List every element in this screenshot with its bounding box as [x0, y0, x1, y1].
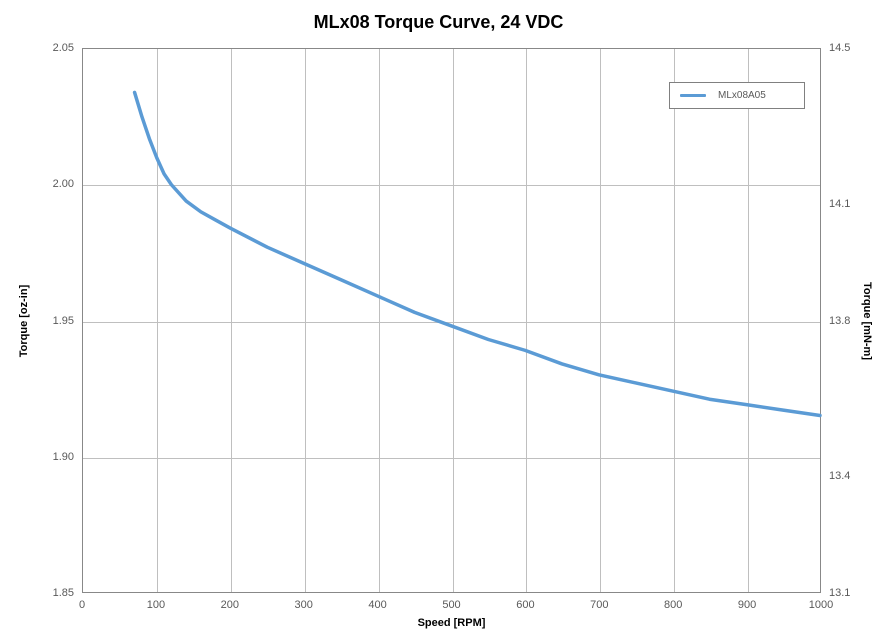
x-tick-label: 0 — [79, 599, 85, 611]
x-tick-label: 300 — [295, 599, 313, 611]
y-right-tick-label: 13.8 — [829, 315, 850, 327]
chart-series-svg — [83, 49, 820, 592]
y-axis-left-label: Torque [oz-in] — [18, 284, 30, 357]
y-left-tick-label: 2.05 — [53, 42, 74, 54]
y-right-tick-label: 14.5 — [829, 42, 850, 54]
x-tick-label: 200 — [221, 599, 239, 611]
y-left-tick-label: 2.00 — [53, 178, 74, 190]
y-left-tick-label: 1.85 — [53, 587, 74, 599]
plot-area: MLx08A05 — [82, 48, 821, 593]
legend-label: MLx08A05 — [718, 90, 766, 101]
legend-swatch — [680, 94, 706, 97]
x-tick-label: 500 — [442, 599, 460, 611]
y-axis-right-label: Torque [mN-m] — [861, 281, 873, 359]
x-tick-label: 800 — [664, 599, 682, 611]
y-right-tick-label: 14.1 — [829, 198, 850, 210]
y-left-tick-label: 1.95 — [53, 315, 74, 327]
legend: MLx08A05 — [669, 82, 805, 109]
y-right-tick-label: 13.4 — [829, 470, 850, 482]
y-left-tick-label: 1.90 — [53, 451, 74, 463]
x-tick-label: 600 — [516, 599, 534, 611]
chart-container: MLx08 Torque Curve, 24 VDC MLx08A05 Spee… — [0, 0, 877, 637]
chart-title: MLx08 Torque Curve, 24 VDC — [0, 12, 877, 33]
x-tick-label: 400 — [368, 599, 386, 611]
x-tick-label: 1000 — [809, 599, 833, 611]
series-line — [135, 92, 820, 415]
x-axis-label: Speed [RPM] — [418, 617, 486, 629]
y-right-tick-label: 13.1 — [829, 587, 850, 599]
x-tick-label: 700 — [590, 599, 608, 611]
x-tick-label: 100 — [147, 599, 165, 611]
x-tick-label: 900 — [738, 599, 756, 611]
